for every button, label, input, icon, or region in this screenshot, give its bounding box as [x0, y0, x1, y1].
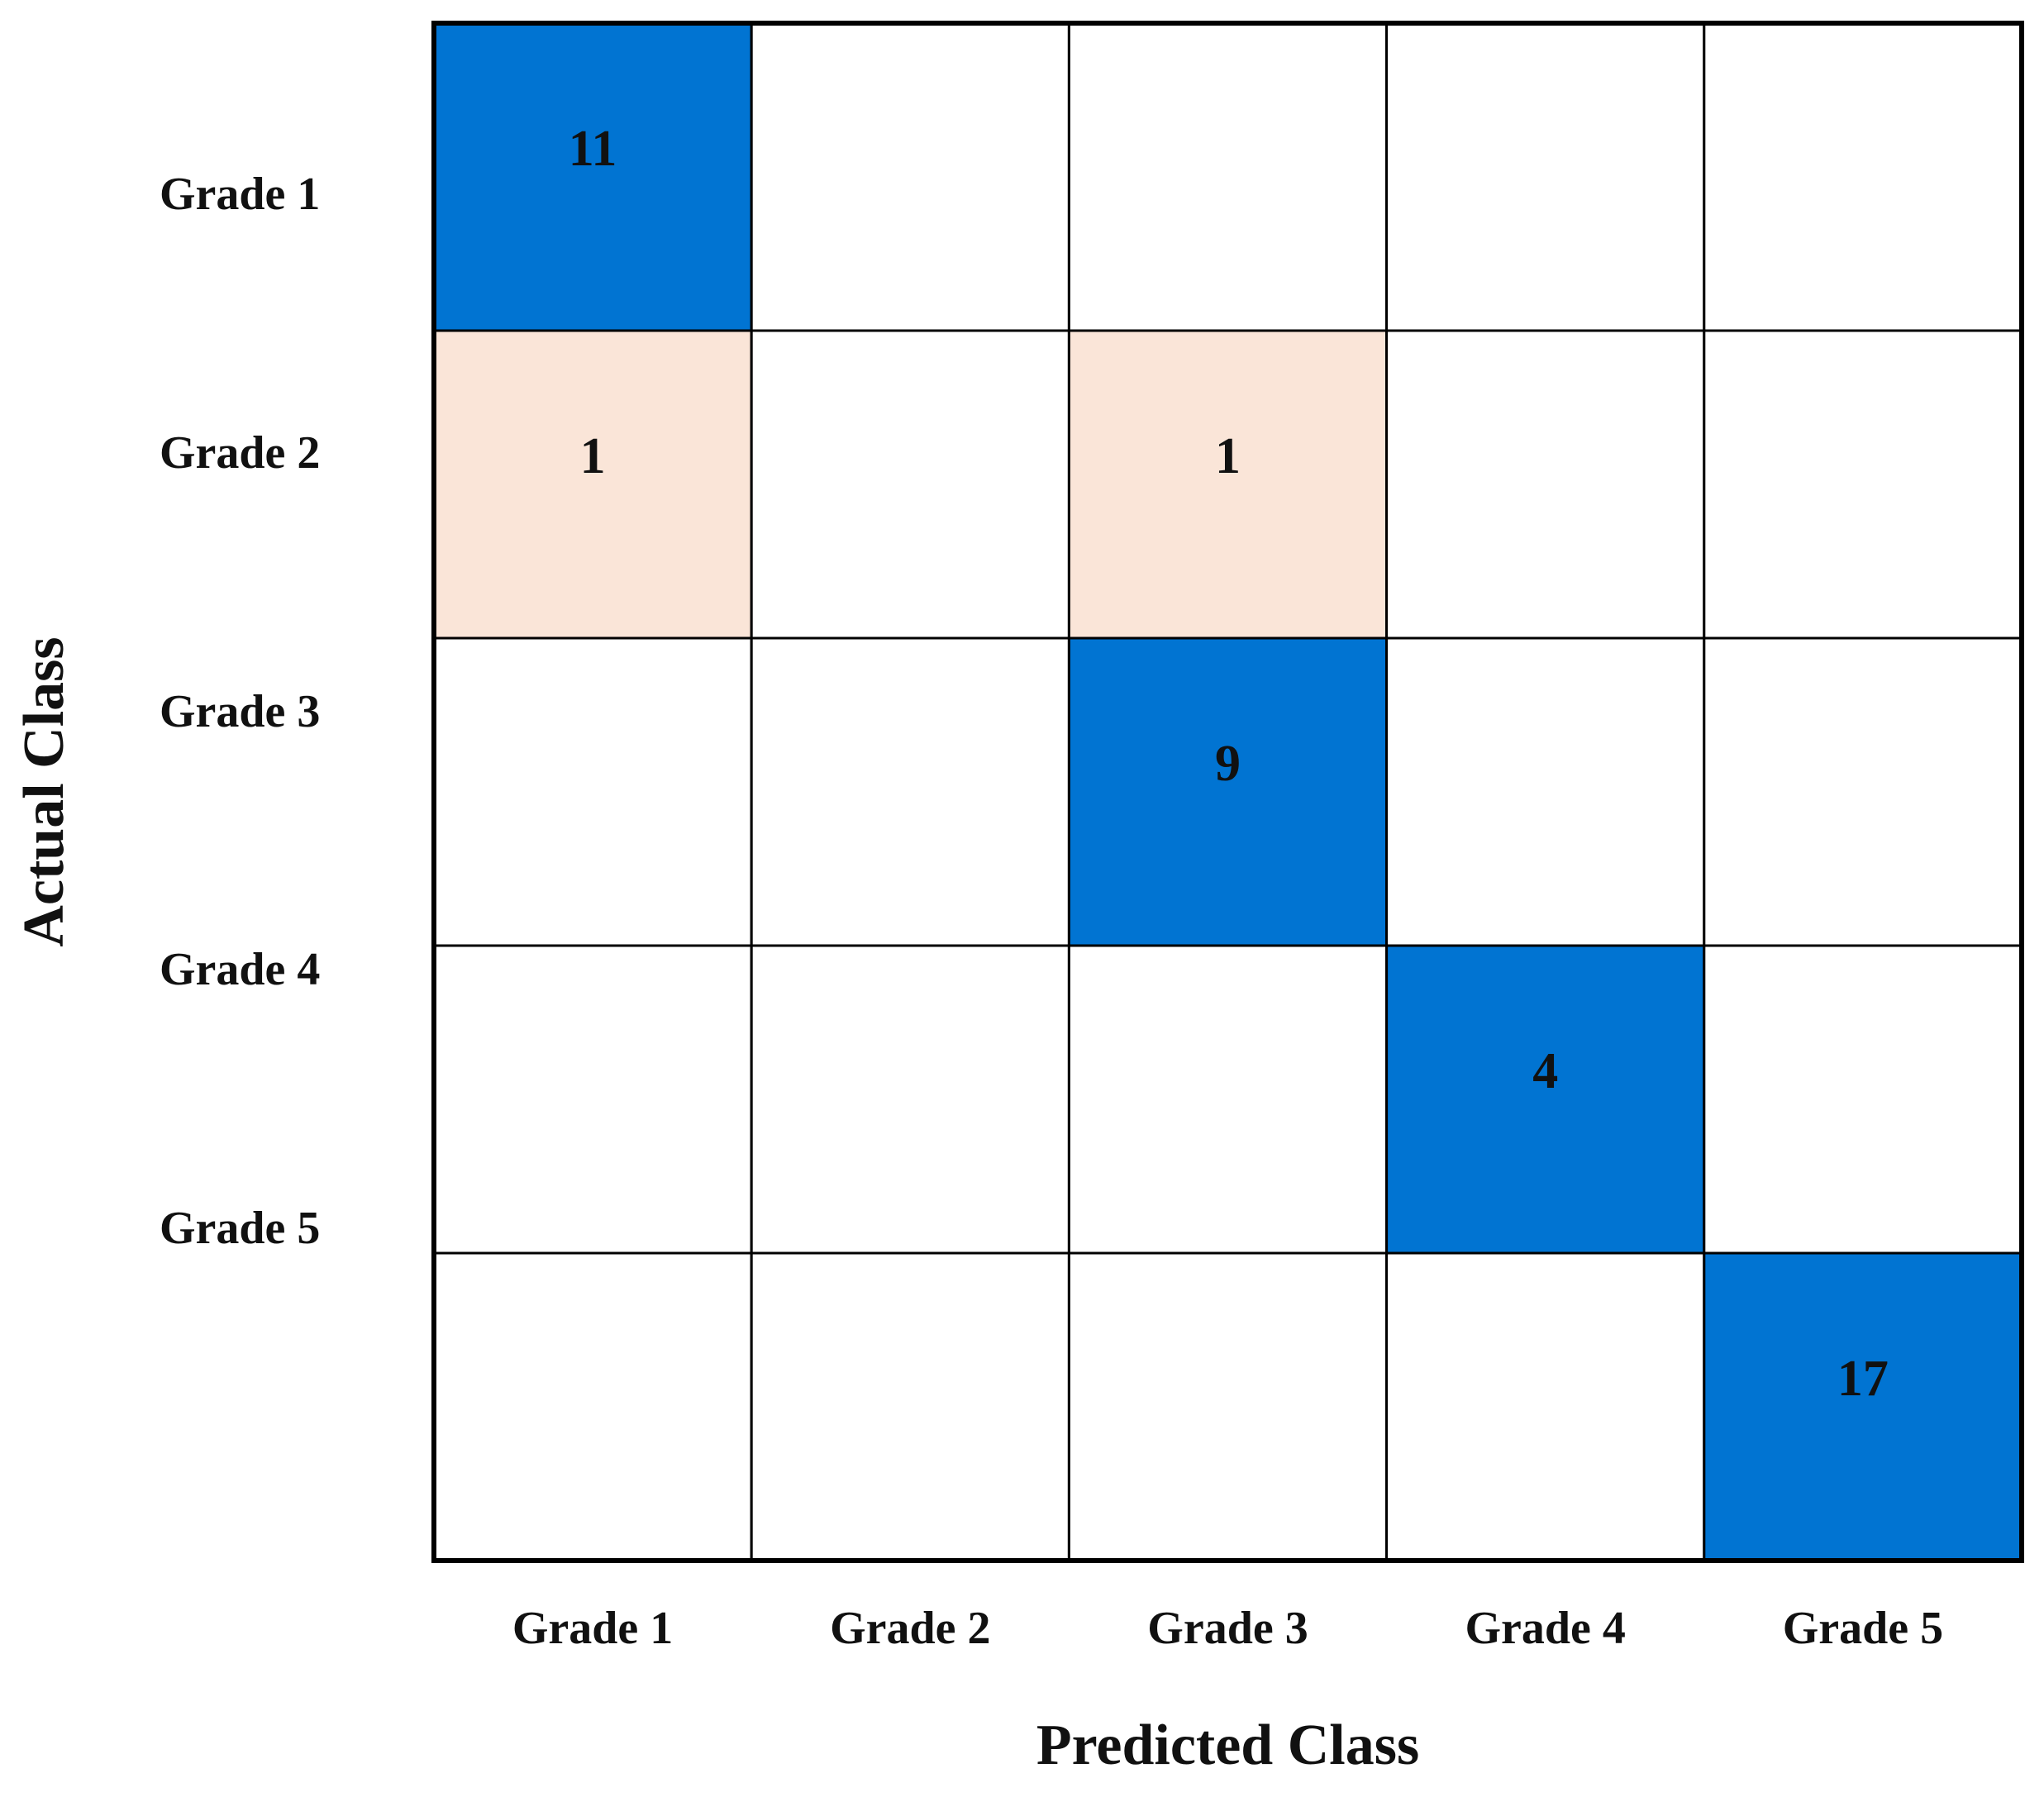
- y-tick-label: Grade 4: [160, 944, 320, 995]
- matrix-cell: [432, 329, 753, 640]
- x-tick-label: Grade 1: [512, 1603, 673, 1654]
- x-axis-title: Predicted Class: [1036, 1714, 1419, 1777]
- y-tick-label: Grade 1: [160, 169, 320, 220]
- matrix-cell: [1067, 21, 1389, 332]
- matrix-cell: [750, 636, 1070, 947]
- matrix-cell: [1385, 636, 1706, 947]
- matrix-cell: [432, 21, 753, 332]
- matrix-cell: [750, 21, 1070, 332]
- x-tick-label: Grade 5: [1783, 1603, 1943, 1654]
- matrix-cell: [1067, 636, 1389, 947]
- matrix-cell: [1385, 21, 1706, 332]
- matrix-cell: [750, 944, 1070, 1255]
- cell-value-label: 4: [1532, 1043, 1558, 1099]
- matrix-cell: [432, 636, 753, 947]
- matrix-cell: [1067, 944, 1389, 1255]
- matrix-cell: [1703, 636, 2023, 947]
- x-tick-label: Grade 4: [1465, 1603, 1625, 1654]
- matrix-border: [431, 21, 2024, 1563]
- matrix-cell: [1385, 1251, 1706, 1562]
- matrix-cell: [1703, 21, 2023, 332]
- matrix-cells: [432, 21, 2023, 1562]
- matrix-cell: [1385, 329, 1706, 640]
- matrix-cell: [1385, 944, 1706, 1255]
- matrix-cell: [1067, 329, 1389, 640]
- x-tick-label: Grade 3: [1147, 1603, 1308, 1654]
- y-tick-label: Grade 5: [160, 1203, 320, 1254]
- y-tick-labels: Grade 1 Grade 2 Grade 3 Grade 4 Grade 5: [160, 169, 320, 1254]
- cell-value-label: 9: [1215, 736, 1241, 792]
- x-tick-label: Grade 2: [830, 1603, 990, 1654]
- matrix-cell: [1067, 1251, 1389, 1562]
- matrix-cell: [1703, 329, 2023, 640]
- cell-value-label: 11: [569, 121, 617, 177]
- y-tick-label: Grade 3: [160, 686, 320, 737]
- cell-value-label: 17: [1837, 1351, 1889, 1407]
- matrix-cell: [432, 1251, 753, 1562]
- cell-value-label: 1: [580, 428, 606, 484]
- cell-value-label: 1: [1215, 428, 1241, 484]
- matrix-cell: [432, 944, 753, 1255]
- matrix-cell: [1703, 1251, 2023, 1562]
- matrix-cell: [1703, 944, 2023, 1255]
- matrix-cell: [750, 1251, 1070, 1562]
- matrix-cell: [750, 329, 1070, 640]
- y-tick-label: Grade 2: [160, 427, 320, 479]
- y-axis-title: Actual Class: [12, 636, 76, 946]
- x-tick-labels: Grade 1 Grade 2 Grade 3 Grade 4 Grade 5: [512, 1603, 1943, 1654]
